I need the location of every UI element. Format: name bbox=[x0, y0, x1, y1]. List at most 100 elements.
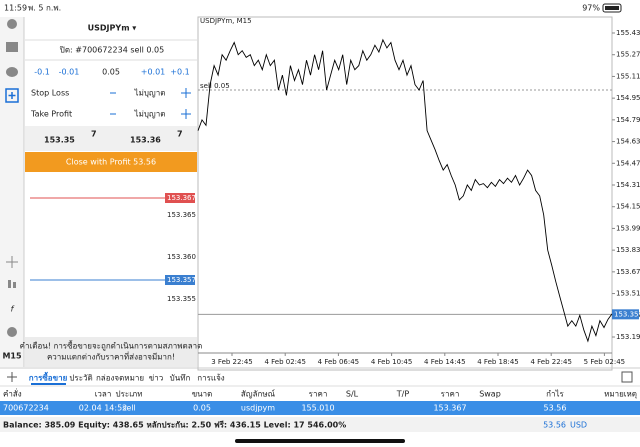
column-header: T/P bbox=[396, 390, 410, 399]
column-header: Swap bbox=[479, 390, 501, 399]
x-tick-label: 4 Feb 10:45 bbox=[371, 358, 412, 366]
tab[interactable]: ข่าว bbox=[149, 374, 163, 383]
order-info: ปิด: #700672234 sell 0.05 bbox=[59, 46, 164, 55]
quotes-icon[interactable] bbox=[6, 42, 18, 52]
y-tick-label: 154.470 bbox=[616, 159, 640, 167]
position-cell[interactable]: usdjpym bbox=[241, 404, 275, 413]
currency: USD bbox=[570, 421, 587, 430]
y-tick-label: 154.790 bbox=[616, 116, 640, 124]
volume-step: 0.05 bbox=[102, 68, 120, 77]
column-header: ประเภท bbox=[116, 390, 143, 399]
y-tick-label: 155.270 bbox=[616, 51, 640, 59]
depth-tag bbox=[165, 275, 195, 285]
y-tick-label: 153.190 bbox=[616, 333, 640, 341]
status-time: 11:59 bbox=[4, 4, 27, 13]
bid-price[interactable]: 153.35 bbox=[44, 136, 75, 145]
column-header: S/L bbox=[346, 390, 359, 399]
x-tick-label: 4 Feb 02:45 bbox=[264, 358, 305, 366]
tab[interactable]: กล่องจดหมาย bbox=[96, 374, 144, 383]
warning-text: คำเตือน! การซื้อขายจะถูกดำเนินการตามสภาพ… bbox=[20, 340, 203, 352]
position-cell[interactable]: 0.05 bbox=[193, 404, 211, 413]
position-cell[interactable]: 153.367 bbox=[433, 404, 466, 413]
take-profit-value[interactable]: ไม่บุญาต bbox=[134, 110, 166, 119]
battery-level: 97% bbox=[582, 4, 600, 13]
y-tick-label: 155.430 bbox=[616, 29, 640, 37]
chat-icon[interactable] bbox=[6, 67, 18, 77]
timeframe[interactable]: M15 bbox=[2, 352, 22, 361]
y-tick-label: 153.990 bbox=[616, 224, 640, 232]
x-tick-label: 5 Feb 02:45 bbox=[584, 358, 625, 366]
warning-text: ความแตกต่างกับราคาที่ส่งอาจมีมาก! bbox=[47, 351, 175, 362]
column-header: ราคา bbox=[441, 390, 460, 399]
volume-step[interactable]: +0.1 bbox=[170, 68, 189, 77]
status-date: พ. 5 ก.พ. bbox=[28, 4, 61, 13]
take-profit-label: Take Profit bbox=[30, 110, 72, 119]
volume-step[interactable]: -0.01 bbox=[59, 68, 80, 77]
column-header: หมายเหตุ bbox=[604, 390, 637, 399]
y-tick-label: 154.150 bbox=[616, 203, 640, 211]
y-tick-label: 154.310 bbox=[616, 181, 640, 189]
layout-button[interactable] bbox=[621, 371, 633, 383]
price-bar bbox=[25, 126, 197, 151]
x-tick-label: 3 Feb 22:45 bbox=[211, 358, 252, 366]
y-tick-label: 154.630 bbox=[616, 138, 640, 146]
volume-step[interactable]: +0.01 bbox=[141, 68, 166, 77]
tab[interactable]: บันทึก bbox=[170, 374, 191, 383]
y-tick-label: 154.950 bbox=[616, 94, 640, 102]
battery-icon bbox=[602, 3, 622, 13]
column-header: คำสั่ง bbox=[3, 388, 22, 399]
trade-icon[interactable] bbox=[5, 88, 19, 103]
total-profit: 53.56 bbox=[543, 421, 566, 430]
chart-frame bbox=[197, 16, 613, 371]
column-header: ราคา bbox=[309, 390, 328, 399]
position-cell[interactable]: 155.010 bbox=[301, 404, 334, 413]
depth-price: 153.357 bbox=[167, 276, 196, 284]
column-header: เวลา bbox=[95, 390, 112, 399]
objects-icon[interactable] bbox=[7, 327, 17, 337]
column-header: กำไร bbox=[546, 390, 564, 399]
position-cell[interactable]: sell bbox=[122, 404, 136, 413]
balance-summary: Balance: 385.09 Equity: 438.65 หลักประกั… bbox=[3, 420, 346, 430]
home-indicator bbox=[235, 439, 405, 443]
depth-price: 153.360 bbox=[167, 253, 196, 261]
column-header: สัญลักษณ์ bbox=[241, 389, 276, 399]
close-button-label[interactable]: Close with Profit 53.56 bbox=[66, 158, 156, 167]
balance-bar bbox=[0, 417, 640, 432]
tab[interactable]: การซื้อขาย bbox=[29, 372, 68, 383]
order-line-label: sell 0.05 bbox=[200, 82, 230, 90]
symbol-selector[interactable]: USDJPYm ▾ bbox=[88, 24, 137, 33]
depth-price: 153.355 bbox=[167, 295, 196, 303]
volume-step[interactable]: -0.1 bbox=[34, 68, 50, 77]
candles-icon[interactable] bbox=[13, 282, 16, 288]
tab[interactable]: การแจ้ง bbox=[197, 374, 224, 383]
depth-price: 153.367 bbox=[167, 194, 196, 202]
ask-price-pip: 7 bbox=[177, 130, 183, 139]
price-tag bbox=[612, 309, 639, 320]
close-button[interactable] bbox=[25, 152, 197, 172]
position-cell[interactable]: 02.04 14:52 bbox=[79, 404, 128, 413]
position-cell[interactable]: 700672234 bbox=[3, 404, 49, 413]
indicator-icon[interactable]: f bbox=[11, 305, 15, 314]
ask-price[interactable]: 153.36 bbox=[130, 136, 161, 145]
y-tick-label: 153.510 bbox=[616, 290, 640, 298]
tab[interactable]: ประวัติ bbox=[69, 374, 92, 383]
depth-price: 153.365 bbox=[167, 211, 196, 219]
column-header: ขนาด bbox=[192, 390, 213, 399]
y-tick-label: 155.110 bbox=[616, 72, 640, 80]
candles-icon[interactable] bbox=[8, 280, 11, 288]
position-row-bg[interactable] bbox=[0, 401, 640, 415]
battery-fill bbox=[605, 6, 619, 10]
position-cell[interactable]: 53.56 bbox=[544, 404, 567, 413]
stop-loss-label: Stop Loss bbox=[31, 89, 69, 98]
price-line-series bbox=[197, 38, 613, 343]
depth-tag bbox=[165, 193, 195, 203]
stop-loss-value[interactable]: ไม่บุญาต bbox=[134, 89, 166, 98]
x-tick-label: 4 Feb 22:45 bbox=[530, 358, 571, 366]
x-tick-label: 4 Feb 06:45 bbox=[318, 358, 359, 366]
x-tick-label: 4 Feb 18:45 bbox=[477, 358, 518, 366]
account-icon[interactable] bbox=[7, 19, 17, 29]
y-tick-label: 153.830 bbox=[616, 246, 640, 254]
x-tick-label: 4 Feb 14:45 bbox=[424, 358, 465, 366]
bid-price-pip: 7 bbox=[91, 130, 97, 139]
